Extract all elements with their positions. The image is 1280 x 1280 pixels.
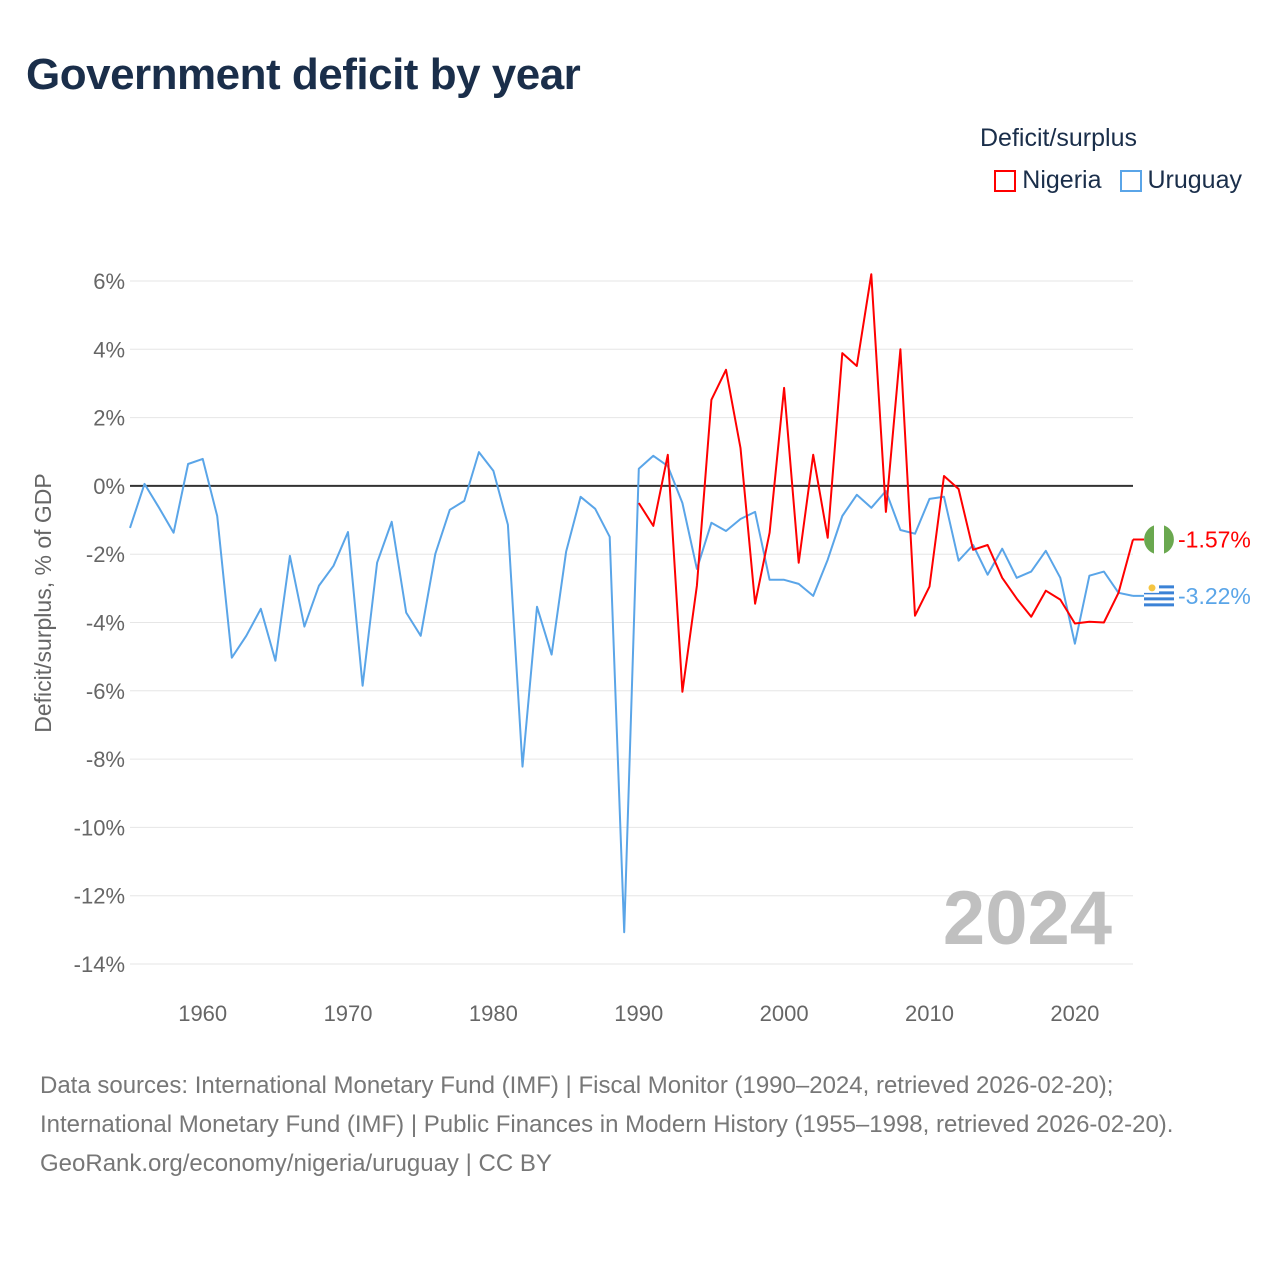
footer: Data sources: International Monetary Fun… — [40, 1066, 1240, 1183]
flag-stripe — [1144, 597, 1174, 601]
data-sources: Data sources: International Monetary Fun… — [40, 1072, 1174, 1138]
y-tick-label: 0% — [93, 474, 125, 499]
flag-stripe — [1164, 525, 1174, 554]
y-tick-label: -2% — [86, 542, 125, 567]
y-tick-label: -6% — [86, 679, 125, 704]
flag-stripe — [1144, 525, 1154, 554]
year-watermark: 2024 — [943, 876, 1112, 961]
y-tick-label: -8% — [86, 747, 125, 772]
y-tick-label: 6% — [93, 269, 125, 294]
y-tick-label: 4% — [93, 337, 125, 362]
y-tick-label: -14% — [74, 952, 125, 977]
y-axis-label: Deficit/surplus, % of GDP — [30, 473, 56, 732]
flag-stripe — [1144, 603, 1174, 607]
legend-item-nigeria[interactable]: Nigeria — [994, 166, 1102, 195]
x-tick-label: 1990 — [614, 1001, 663, 1026]
uruguay-swatch — [1119, 169, 1142, 192]
series-line-nigeria — [637, 273, 1134, 693]
nigeria-flag-icon — [1144, 524, 1174, 555]
x-tick-label: 2010 — [905, 1001, 954, 1026]
series-line-uruguay — [129, 451, 1134, 934]
legend-item-uruguay[interactable]: Uruguay — [1119, 166, 1243, 195]
page-title: Government deficit by year — [26, 50, 581, 99]
y-tick-label: 2% — [93, 406, 125, 431]
source-link[interactable]: GeoRank.org/economy/nigeria/uruguay | CC… — [40, 1150, 552, 1177]
legend: Nigeria Uruguay — [994, 166, 1242, 195]
end-value-label: -3.22% — [1178, 583, 1251, 609]
flag-sun — [1148, 584, 1156, 592]
nigeria-swatch — [994, 169, 1017, 192]
x-tick-label: 1960 — [178, 1001, 227, 1026]
y-tick-label: -4% — [86, 611, 125, 636]
x-tick-label: 1980 — [469, 1001, 518, 1026]
y-tick-label: -10% — [74, 815, 125, 840]
x-tick-label: 1970 — [324, 1001, 373, 1026]
x-tick-label: 2020 — [1050, 1001, 1099, 1026]
end-value-label: -1.57% — [1178, 527, 1251, 553]
x-tick-label: 2000 — [760, 1001, 809, 1026]
legend-title: Deficit/surplus — [980, 124, 1137, 152]
legend-label: Uruguay — [1147, 166, 1243, 194]
y-tick-label: -12% — [74, 884, 125, 909]
legend-label: Nigeria — [1022, 166, 1102, 194]
uruguay-flag-icon — [1144, 580, 1174, 611]
